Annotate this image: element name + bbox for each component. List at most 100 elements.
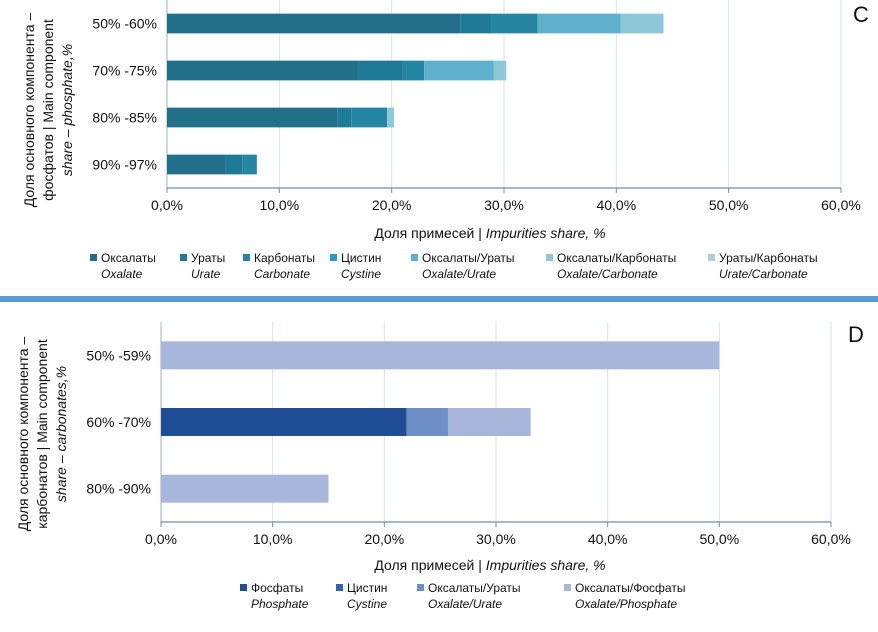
x-tick-label: 30,0% [484,197,524,213]
bar-segment [490,13,538,34]
legend-label-en: Cystine [347,597,387,611]
x-tick-label: 40,0% [588,531,628,547]
x-tick-label: 50,0% [699,531,739,547]
legend-item: Оксалаты/Ураты Oxalate/Urate [411,251,515,281]
category-label: 90% -97% [92,157,157,173]
legend-item: Цистин Cystine [336,581,387,611]
bar-segment [167,60,358,81]
panel-letter: C [853,2,869,27]
legend-label-en: Oxalate/Carbonate [557,267,658,281]
bar-segment [167,107,338,128]
x-axis-title: Доля примесей | Impurities share, % [374,225,605,241]
legend-label: Оксалаты/Ураты [428,581,521,595]
bar-segment [225,154,243,175]
legend-label: Цистин [341,251,381,265]
legend-label: Оксалаты/Фосфаты [575,581,685,595]
legend-label-en: Phosphate [251,597,309,611]
legend-swatch [708,254,715,261]
bar-segment [537,13,621,34]
bar-segment [167,13,461,34]
legend-label: Карбонаты [254,251,315,265]
category-label: 80% -90% [86,481,151,497]
x-tick-label: 20,0% [372,197,412,213]
chart-d-svg: 0,0% 10,0% 20,0% 30,0% 40,0% 50,0% 60,0% 50% -5… [15,322,864,611]
legend-item: Оксалаты/Карбонаты Oxalate/Carbonate [546,251,676,281]
legend-label-en: Oxalate/Phosphate [575,597,677,611]
bar-segment [161,408,407,436]
bar-segment [460,13,491,34]
x-tick-label: 30,0% [476,531,516,547]
bar-segment [620,13,664,34]
y-axis-title-line3: share – carbonates,% [53,366,69,502]
legend-item: Ураты Urate [180,251,225,281]
bar-segment [161,341,720,370]
legend-label: Оксалаты/Ураты [422,251,515,265]
x-tick-label: 20,0% [364,531,404,547]
y-axis-title-line2: карбонатов | Main component [34,339,50,529]
panel-divider [0,296,878,302]
legend-label: Ураты [191,251,225,265]
category-label: 50% -59% [86,347,151,363]
legend-item: Оксалаты/Ураты Oxalate/Urate [417,581,521,611]
category-label: 70% -75% [92,63,157,79]
legend-label-en: Oxalate/Urate [428,597,502,611]
legend-swatch [90,254,97,261]
legend-swatch [243,254,250,261]
legend-label-en: Carbonate [254,267,310,281]
y-axis-title-line1: Доля основного компонента – [15,337,31,532]
legend-label: Ураты/Карбонаты [719,251,818,265]
bar-segment [402,60,425,81]
category-label: 60% -70% [86,414,151,430]
legend-swatch [180,254,187,261]
x-tick-label: 40,0% [596,197,636,213]
legend-label: Фосфаты [251,581,303,595]
legend-label: Оксалаты/Карбонаты [557,251,676,265]
legend-label-en: Urate/Carbonate [719,267,808,281]
legend-swatch [546,254,553,261]
chart-panel-d: 0,0% 10,0% 20,0% 30,0% 40,0% 50,0% 60,0% 50% -5… [0,302,878,632]
bar-segment [242,154,257,175]
legend-swatch [336,584,343,591]
panel-letter: D [848,322,864,347]
bar-segment [161,474,329,503]
legend-label-en: Cystine [341,267,381,281]
legend-label: Цистин [347,581,387,595]
legend-item: Оксалаты/Фосфаты Oxalate/Phosphate [564,581,685,611]
bar-segment [387,107,394,128]
y-axis-title-line1: Доля основного компонента – [21,13,37,208]
legend-item: Фосфаты Phosphate [240,581,309,611]
x-tick-label: 0,0% [145,531,177,547]
bar-segment [447,408,531,436]
legend-swatch [411,254,418,261]
bar-segment [337,107,352,128]
x-axis-title: Доля примесей | Impurities share, % [374,557,605,573]
legend-swatch [564,584,571,591]
legend-label-en: Urate [191,267,221,281]
x-tick-label: 60,0% [821,197,861,213]
bar-segment [406,408,448,436]
legend-swatch [417,584,424,591]
bar-segment [357,60,403,81]
y-axis-title: Доля основного компонента – фосфатов | Ma… [21,13,75,208]
bar-segment [424,60,494,81]
x-tick-label: 10,0% [253,531,293,547]
x-tick-label: 0,0% [151,197,183,213]
legend-swatch [240,584,247,591]
bar-segment [167,154,226,175]
legend-swatch [330,254,337,261]
bar-segment [351,107,388,128]
legend-item: Цистин Cystine [330,251,381,281]
legend-item: Карбонаты Carbonate [243,251,315,281]
x-tick-label: 10,0% [259,197,299,213]
chart-c-svg: 0,0% 10,0% 20,0% 30,0% 40,0% 50,0% 60,0% 50% -6… [21,0,869,281]
category-label: 50% -60% [92,16,157,32]
y-axis-title-line2: фосфатов | Main component [40,19,56,201]
legend-item: Ураты/Карбонаты Urate/Carbonate [708,251,818,281]
x-tick-label: 60,0% [811,531,851,547]
y-axis-title-line3: share – phosphate,% [59,44,75,176]
legend-label-en: Oxalate [101,267,143,281]
bar-segment [493,60,507,81]
chart-panel-c: 0,0% 10,0% 20,0% 30,0% 40,0% 50,0% 60,0% 50% -6… [0,0,878,296]
legend-label-en: Oxalate/Urate [422,267,496,281]
category-label: 80% -85% [92,110,157,126]
